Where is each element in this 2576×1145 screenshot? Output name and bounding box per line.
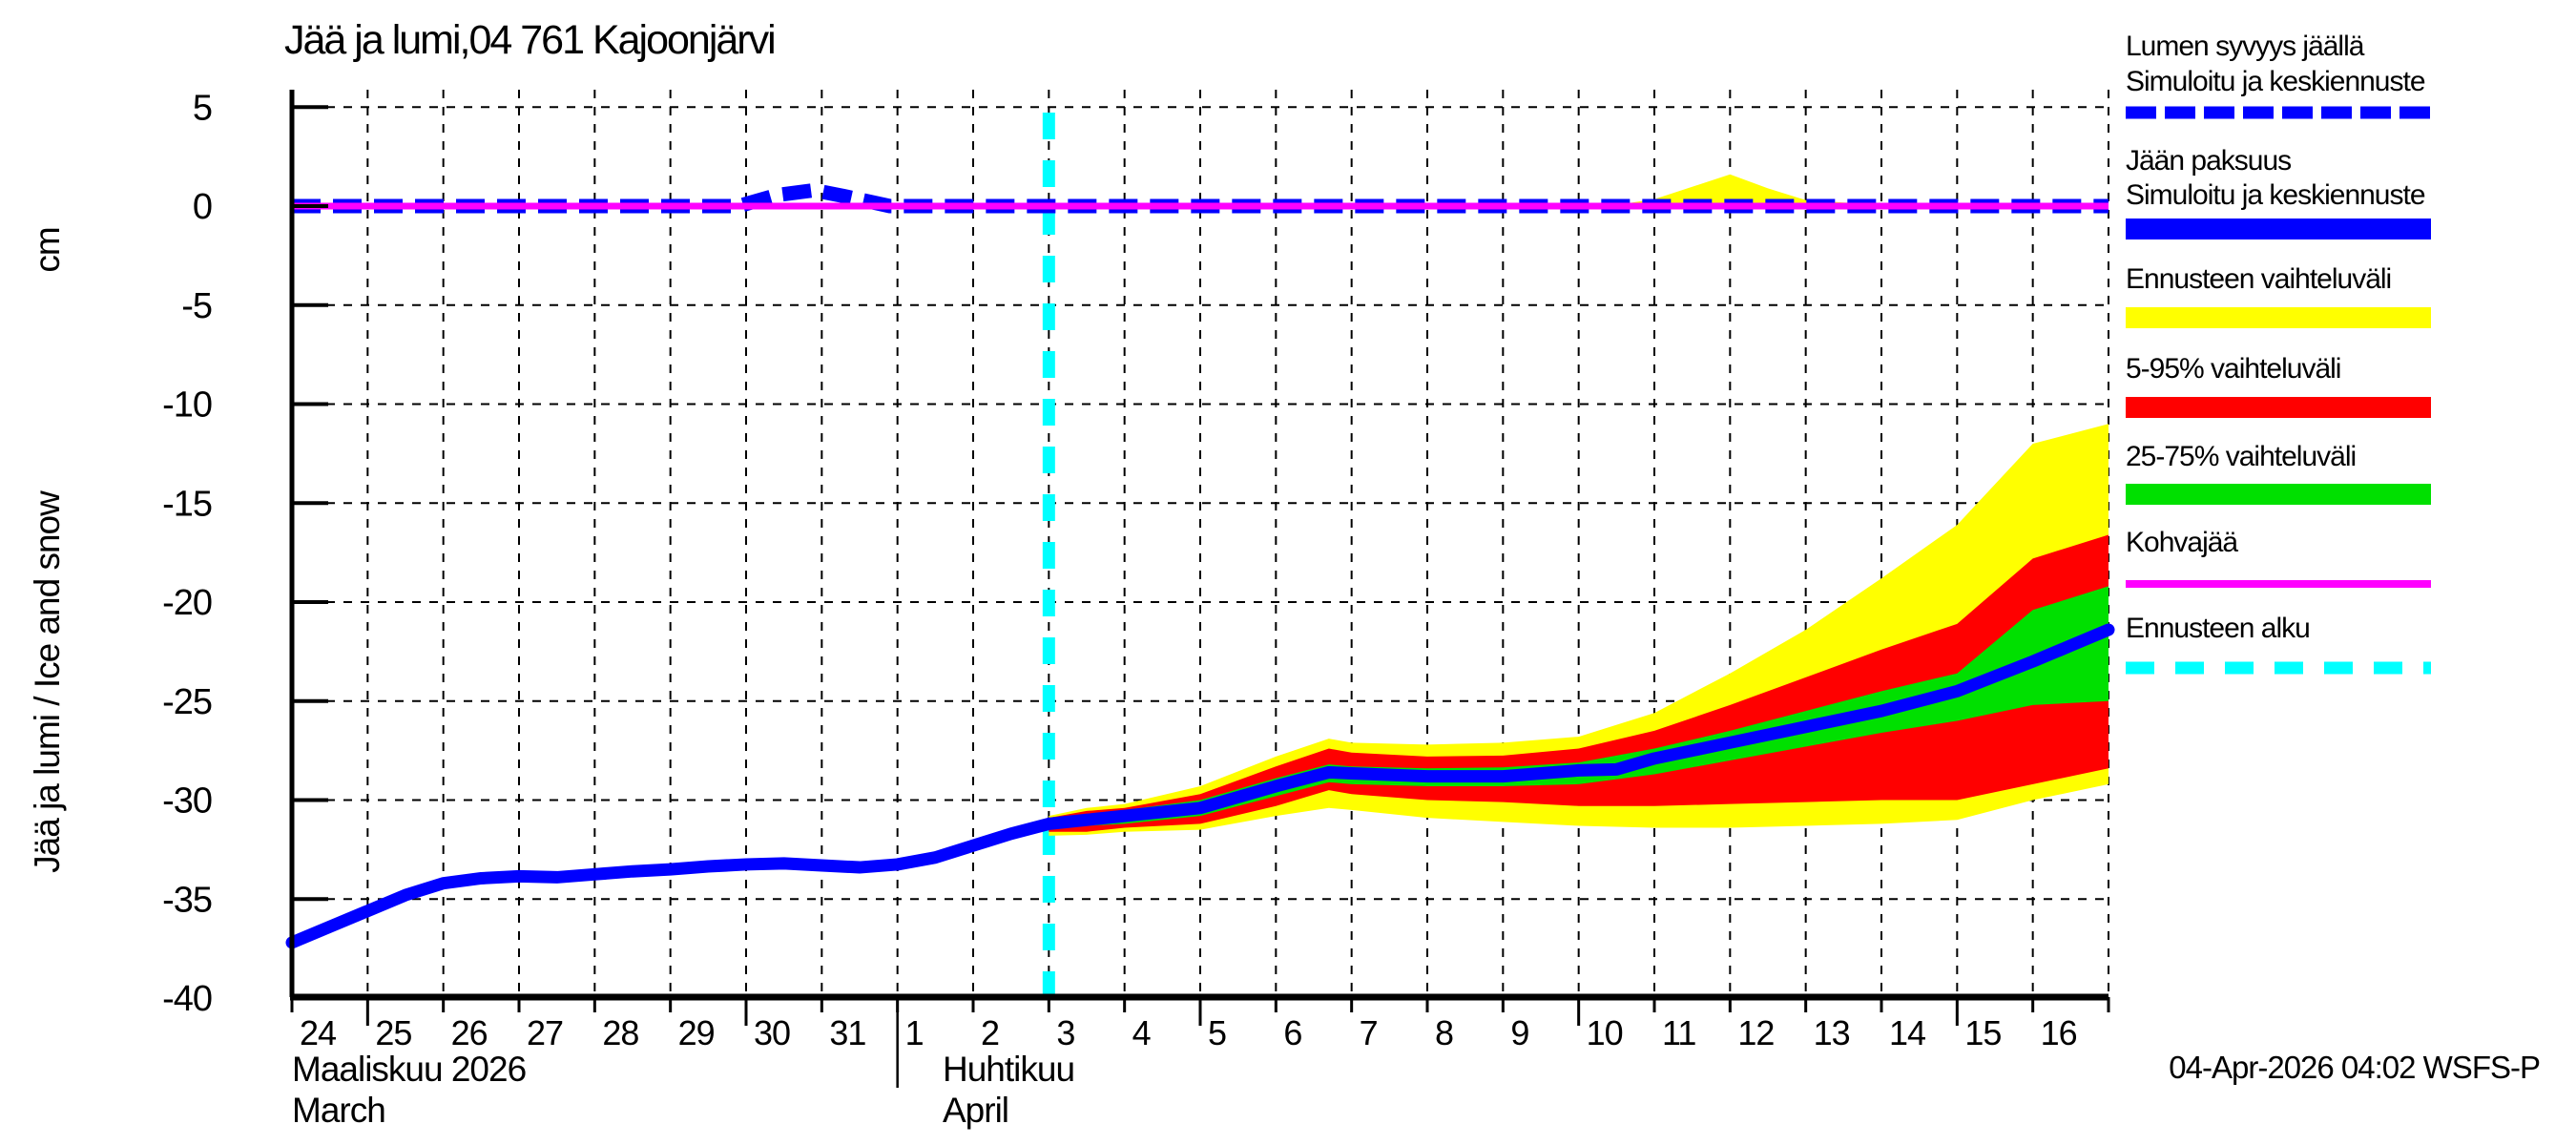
x-tick-label: 13 <box>1814 1013 1850 1052</box>
legend-label: 25-75% vaihteluväli <box>2126 441 2356 472</box>
legend-sublabel: Simuloitu ja keskiennuste <box>2126 66 2425 97</box>
x-tick-label: 14 <box>1889 1013 1925 1052</box>
y-tick-label: -5 <box>181 286 212 326</box>
y-tick-label: -20 <box>162 583 212 623</box>
x-tick-label: 25 <box>375 1013 411 1052</box>
x-tick-label: 9 <box>1510 1013 1528 1052</box>
legend-item-red-solid: 5-95% vaihteluväli <box>2126 353 2431 418</box>
x-tick-label: 10 <box>1587 1013 1623 1052</box>
y-tick-label: -10 <box>162 385 212 426</box>
legend-label: Kohvajää <box>2126 527 2238 558</box>
y-axis-label: Jää ja lumi / Ice and snow <box>28 490 67 873</box>
y-tick-labels-layer: 5 0 -5 -10 -15 -20 -25 -30 -35 -40 <box>162 88 213 1019</box>
chart-title: Jää ja lumi,04 761 Kajoonjärvi <box>284 17 775 63</box>
red-5-95-band <box>1049 534 2109 832</box>
data-lines-layer <box>285 182 2115 949</box>
y-tick-label: -40 <box>162 979 212 1019</box>
legend-label: Lumen syvyys jäällä <box>2126 31 2365 62</box>
legend-item-blue-dashed: Lumen syvyys jäällä Simuloitu ja keskienn… <box>2126 31 2431 119</box>
y-tick-label: -15 <box>162 484 212 524</box>
x-tick-label: 24 <box>300 1013 336 1052</box>
ice-thickness-line <box>285 623 2115 949</box>
y-tick-label: -25 <box>162 682 212 722</box>
x-tick-label: 8 <box>1435 1013 1453 1052</box>
y-tick-label: 5 <box>193 88 212 128</box>
y-tick-label: 0 <box>193 187 212 227</box>
y-axis-unit-label: cm <box>28 227 67 272</box>
y-tick-label: -35 <box>162 880 212 920</box>
month-label-march-fi: Maaliskuu 2026 <box>292 1050 526 1089</box>
legend-label: Ennusteen vaihteluväli <box>2126 263 2391 295</box>
legend-label: Ennusteen alku <box>2126 613 2310 644</box>
x-tick-label: 27 <box>527 1013 563 1052</box>
x-tick-label: 5 <box>1208 1013 1226 1052</box>
x-tick-label: 1 <box>905 1013 924 1052</box>
x-tick-label: 3 <box>1056 1013 1074 1052</box>
x-tick-label: 6 <box>1283 1013 1301 1052</box>
month-label-april-fi: Huhtikuu <box>943 1050 1074 1089</box>
x-tick-label: 7 <box>1360 1013 1378 1052</box>
x-tick-label: 12 <box>1737 1013 1774 1052</box>
x-tick-label: 16 <box>2041 1013 2077 1052</box>
legend-item-magenta-solid: Kohvajää <box>2126 527 2431 588</box>
x-tick-label: 31 <box>829 1013 865 1052</box>
legend-item-yellow-solid: Ennusteen vaihteluväli <box>2126 263 2431 328</box>
month-label-april-en: April <box>943 1091 1008 1130</box>
x-tick-labels-layer: 24 25 26 27 28 29 30 31 1 2 3 4 5 6 7 8 9 10 11 12 13 14 15 16 <box>300 1013 2078 1052</box>
x-tick-label: 15 <box>1964 1013 2001 1052</box>
legend-label: Jään paksuus <box>2126 145 2291 177</box>
x-tick-label: 2 <box>981 1013 999 1052</box>
legend-label: 5-95% vaihteluväli <box>2126 353 2340 385</box>
axes-layer <box>289 90 2110 1088</box>
x-tick-label: 4 <box>1132 1013 1151 1052</box>
x-tick-label: 29 <box>678 1013 715 1052</box>
x-tick-label: 11 <box>1662 1013 1695 1052</box>
month-label-march-en: March <box>292 1091 385 1130</box>
gridlines-layer <box>292 90 2109 997</box>
x-tick-label: 26 <box>451 1013 488 1052</box>
legend: Lumen syvyys jäällä Simuloitu ja keskienn… <box>2126 31 2431 675</box>
x-tick-label: 30 <box>754 1013 790 1052</box>
timestamp: 04-Apr-2026 04:02 WSFS-P <box>2169 1050 2540 1085</box>
x-tick-label: 28 <box>602 1013 638 1052</box>
legend-sublabel: Simuloitu ja keskiennuste <box>2126 179 2425 211</box>
legend-item-green-solid: 25-75% vaihteluväli <box>2126 441 2431 505</box>
legend-item-cyan-dashed: Ennusteen alku <box>2126 613 2431 675</box>
snow-forecast-yellow-band <box>1609 174 1920 206</box>
y-tick-label: -30 <box>162 781 212 822</box>
